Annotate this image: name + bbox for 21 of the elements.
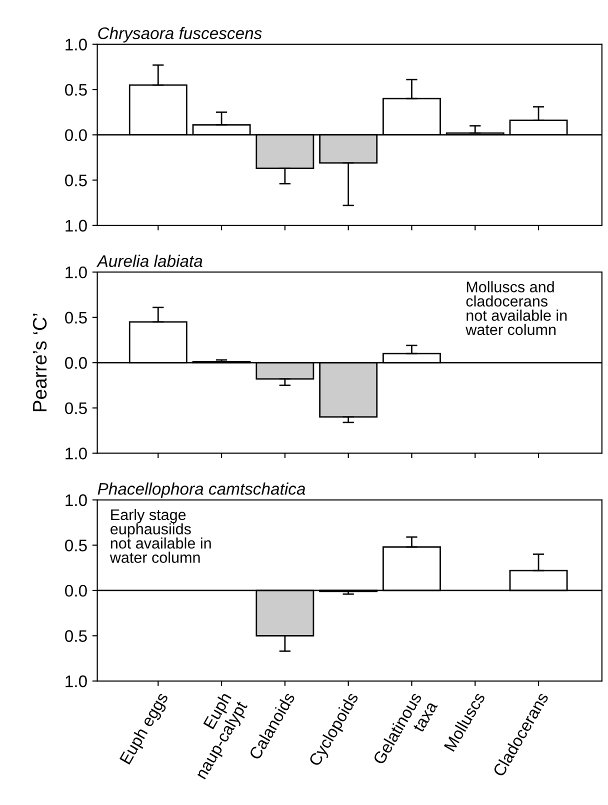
y-tick-label: 1.0 [66,448,87,460]
y-tick-label: 0.5 [65,84,87,96]
y-tick-label: 0.0 [65,584,87,597]
y-tick-label: 0.0 [65,129,87,142]
y-tick-label: 1.0 [66,494,87,506]
chart-title: Aurelia labiata [96,254,202,267]
y-tick-label: 1.0 [66,38,87,50]
y-tick-label: 1.0 [66,220,87,232]
y-tick-label: 0.5 [65,312,87,324]
y-tick-label: 0.5 [65,402,87,414]
y-tick-label: 0.5 [65,174,87,186]
y-tick-label: 1.0 [66,675,87,688]
chart-title: Phacellophora camtschatica [98,482,306,498]
annotation: Early stage euphausiids not available in water column [110,508,211,563]
y-tick-label: 1.0 [66,266,87,278]
y-axis-title: Pearre’s ‘C’ [32,314,47,412]
y-tick-label: 0.5 [65,540,87,552]
y-tick-label: 0.0 [65,357,87,369]
chart-title: Chrysaora fuscescens [98,26,262,42]
y-tick-label: 0.5 [65,630,87,642]
annotation: Molluscs and cladocerans not available in water column [466,281,567,336]
